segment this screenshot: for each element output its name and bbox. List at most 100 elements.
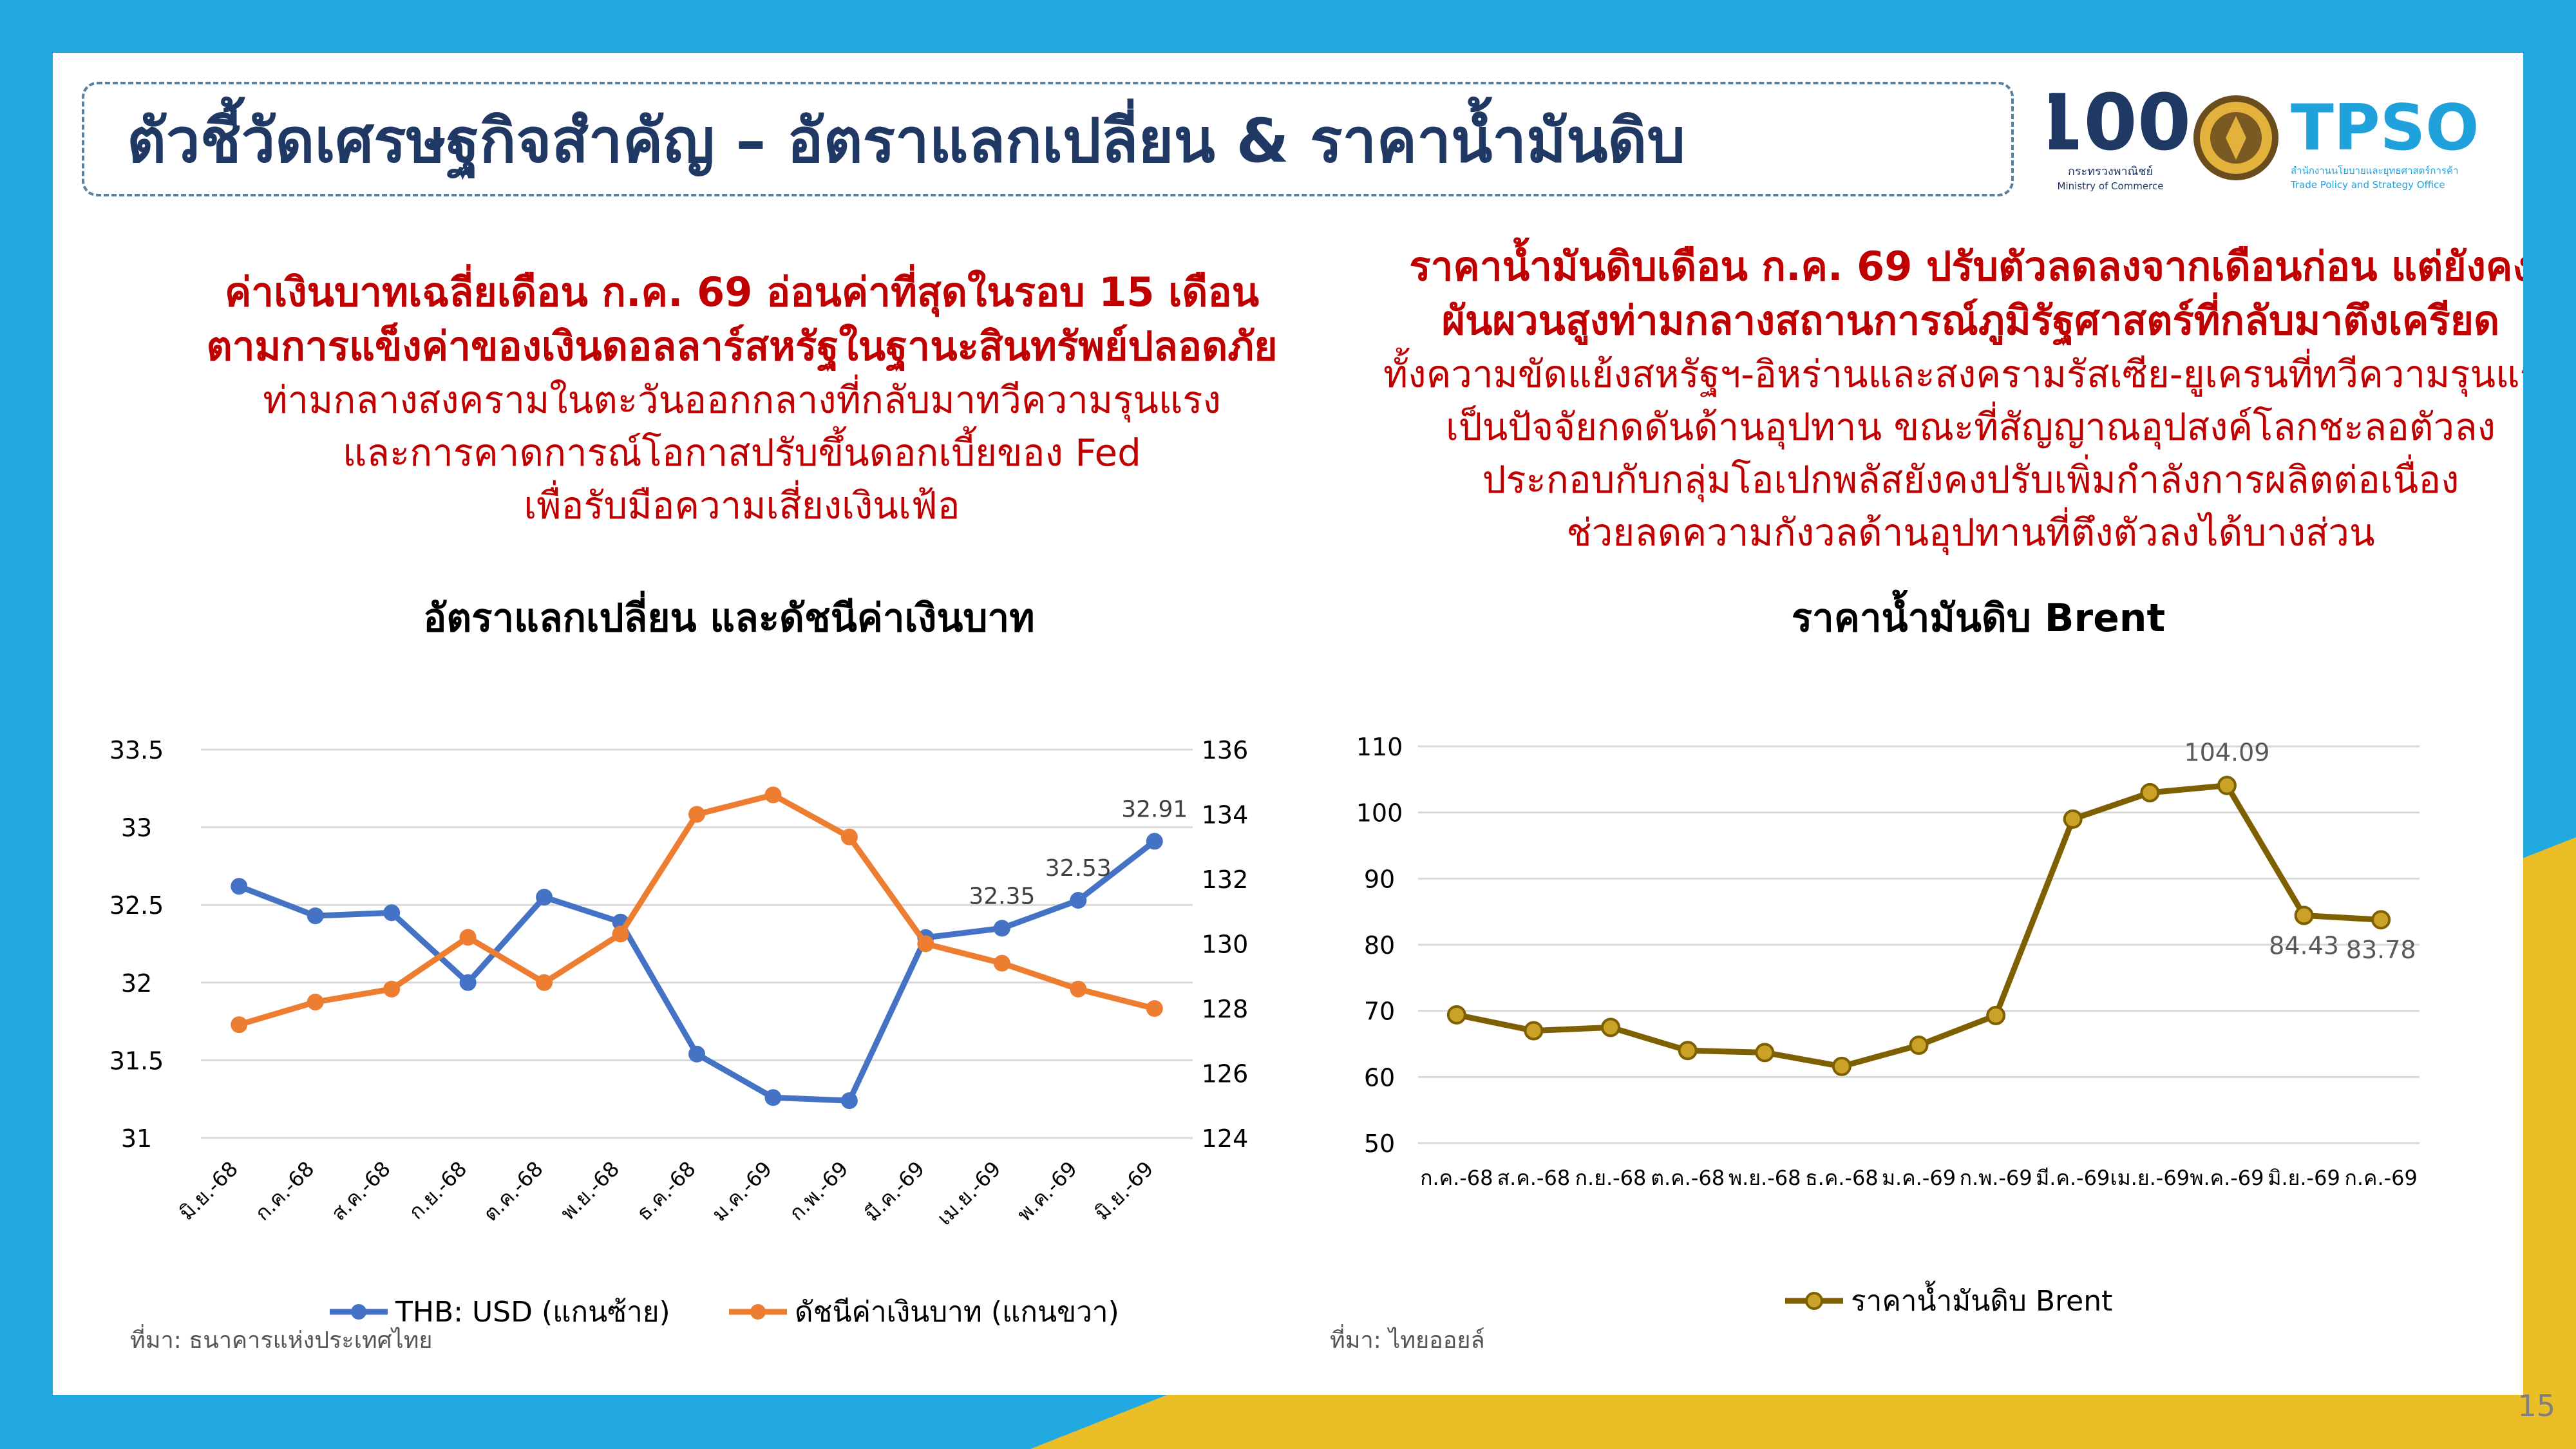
data-point	[231, 1016, 248, 1034]
summary-headline-line: ตามการแข็งค่าของเงินดอลลาร์สหรัฐในฐานะสิ…	[206, 323, 1278, 370]
x-axis-tick-label: ก.พ.-69	[784, 1157, 853, 1226]
y-axis-tick-label: 110	[1356, 733, 1403, 761]
data-point	[1832, 1056, 1852, 1076]
title-box	[82, 82, 2014, 196]
exchange-rate-chart: 31 31.5 32 32.5 33 33.5 124 126 128 130 132 134 136 ม…	[109, 736, 1249, 1328]
x-axis-tick-label: พ.ค.-69	[1012, 1157, 1082, 1226]
summary-headline-line: ราคาน้ำมันดิบเดือน ก.ค. 69 ปรับตัวลดลงจา…	[1409, 243, 2523, 290]
summary-body-line: เพื่อรับมือความเสี่ยงเงินเฟ้อ	[524, 484, 960, 527]
x-axis-tick-label: ก.ค.-68	[250, 1157, 319, 1226]
x-axis-tick-label: ต.ค.-68	[1651, 1166, 1725, 1190]
data-point	[2217, 775, 2237, 795]
oil-price-summary: ราคาน้ำมันดิบเดือน ก.ค. 69 ปรับตัวลดลงจา…	[1282, 240, 2523, 559]
left-axis-tick-label: 32.5	[109, 891, 164, 920]
data-label: 84.43	[2269, 932, 2339, 960]
data-point	[1755, 1043, 1775, 1063]
data-point	[307, 907, 324, 925]
source-note-right: ที่มา: ไทยออยล์	[1330, 1327, 1485, 1354]
data-point	[917, 935, 934, 952]
x-axis-tick-label: พ.ค.-69	[2190, 1166, 2264, 1190]
summary-body-line: ประกอบกับกลุ่มโอเปกพลัสยังคงปรับเพิ่มกำล…	[1482, 458, 2459, 502]
summary-body-line: ช่วยลดความกังวลด้านอุปทานที่ตึงตัวลงได้บ…	[1566, 511, 2375, 554]
data-point	[536, 889, 553, 906]
data-label: 32.53	[1045, 855, 1112, 882]
x-axis-tick-label: ก.ค.-69	[2344, 1166, 2417, 1190]
y-axis-tick-label: 90	[1364, 865, 1395, 893]
right-axis-tick-label: 134	[1202, 801, 1249, 829]
data-point	[459, 929, 477, 946]
x-axis-tick-label: ธ.ค.-68	[631, 1157, 700, 1226]
x-axis-tick-label: มิ.ย.-69	[1090, 1157, 1158, 1225]
x-axis-tick-label: พ.ย.-68	[556, 1157, 624, 1225]
data-point	[2063, 809, 2083, 829]
logo-group: 100 กระทรวงพาณิชย์ Ministry of Commerce …	[2049, 79, 2479, 192]
data-point	[840, 1092, 858, 1110]
y-axis-tick-label: 70	[1364, 998, 1395, 1026]
left-axis-tick-label: 33	[121, 814, 152, 842]
emblem-logo	[2193, 95, 2278, 180]
y-axis-tick-label: 50	[1364, 1130, 1395, 1158]
data-point	[231, 878, 248, 895]
data-point	[1909, 1036, 1929, 1056]
legend-marker	[351, 1304, 366, 1320]
data-point	[1146, 833, 1163, 850]
x-axis-tick-label: มี.ค.-69	[860, 1157, 929, 1226]
data-point	[1070, 891, 1087, 909]
x-axis-tick-label: ก.ค.-68	[1420, 1166, 1493, 1190]
right-axis-tick-label: 136	[1202, 736, 1249, 764]
right-axis-tick-label: 126	[1202, 1060, 1249, 1088]
moc-logo-name-th: กระทรวงพาณิชย์	[2068, 165, 2153, 178]
data-point	[1446, 1005, 1466, 1025]
legend-label: ราคาน้ำมันดิบ Brent	[1851, 1280, 2112, 1318]
data-point	[764, 786, 782, 804]
exchange-rate-chart-title: อัตราแลกเปลี่ยน และดัชนีค่าเงินบาท	[423, 596, 1035, 641]
data-point	[383, 980, 401, 998]
x-axis-tick-label: ม.ค.-69	[1882, 1166, 1956, 1190]
summary-body-line: ทั้งความขัดแย้งสหรัฐฯ-อิหร่านและสงครามรั…	[1383, 352, 2523, 396]
data-point	[383, 904, 401, 922]
data-point	[536, 974, 553, 991]
summary-headline-line: ค่าเงินบาทเฉลี่ยเดือน ก.ค. 69 อ่อนค่าที่…	[224, 269, 1260, 316]
brent-chart: 50 60 70 80 90 100 110 ก.ค.-68 ส.ค.-68 ก.ย.-68 ต.ค…	[1356, 733, 2420, 1318]
tpso-logo-abbr: TPSO	[2291, 91, 2479, 165]
x-axis-tick-label: เม.ย.-69	[2110, 1166, 2190, 1190]
data-point	[993, 920, 1010, 937]
y-axis-tick-label: 80	[1364, 931, 1395, 960]
summary-body-line: และการคาดการณ์โอกาสปรับขึ้นดอกเบี้ยของ F…	[343, 431, 1141, 475]
data-label: 32.35	[969, 883, 1035, 909]
data-label: 104.09	[2184, 739, 2269, 767]
tpso-logo: TPSO สำนักงานนโยบายและยุทธศาสตร์การค้า T…	[2290, 91, 2479, 191]
left-axis-tick-label: 31	[121, 1124, 152, 1153]
x-axis-tick-label: ก.ย.-68	[1575, 1166, 1647, 1190]
legend-label: THB: USD (แกนซ้าย)	[395, 1296, 670, 1328]
moc-logo-number: 100	[2049, 79, 2191, 168]
data-point	[307, 993, 324, 1010]
x-axis-tick-label: พ.ย.-68	[1728, 1166, 1801, 1190]
tpso-logo-name-en: Trade Policy and Strategy Office	[2290, 179, 2445, 191]
right-axis-tick-label: 130	[1202, 931, 1249, 959]
exchange-rate-summary: ค่าเงินบาทเฉลี่ยเดือน ก.ค. 69 อ่อนค่าที่…	[53, 265, 1431, 532]
data-point	[993, 954, 1010, 972]
legend-marker	[750, 1304, 766, 1320]
moc-100-logo: 100 กระทรวงพาณิชย์ Ministry of Commerce	[2049, 79, 2191, 192]
right-axis-tick-label: 124	[1202, 1124, 1249, 1153]
data-point	[688, 1045, 705, 1063]
summary-headline-line: ผันผวนสูงท่ามกลางสถานการณ์ภูมิรัฐศาสตร์ท…	[1441, 297, 2500, 344]
data-point	[840, 828, 858, 846]
left-axis-tick-label: 31.5	[109, 1046, 164, 1075]
source-note-left: ที่มา: ธนาคารแห่งประเทศไทย	[130, 1327, 433, 1354]
data-point	[2294, 905, 2314, 925]
x-axis-tick-label: ม.ค.-69	[707, 1157, 777, 1226]
slide: ตัวชี้วัดเศรษฐกิจสำคัญ – อัตราแลกเปลี่ยน…	[53, 53, 2523, 1395]
data-point	[1601, 1018, 1621, 1037]
data-point	[1070, 980, 1087, 998]
x-axis-tick-label: ธ.ค.-68	[1805, 1166, 1879, 1190]
data-point	[1146, 1000, 1163, 1017]
page-title: ตัวชี้วัดเศรษฐกิจสำคัญ – อัตราแลกเปลี่ยน…	[127, 106, 1686, 176]
data-point	[764, 1089, 782, 1106]
left-axis-tick-label: 32	[121, 969, 152, 998]
data-point	[459, 974, 477, 991]
left-axis-tick-label: 33.5	[109, 736, 164, 764]
y-axis-tick-label: 100	[1356, 799, 1403, 828]
tpso-logo-name-th: สำนักงานนโยบายและยุทธศาสตร์การค้า	[2291, 165, 2458, 177]
